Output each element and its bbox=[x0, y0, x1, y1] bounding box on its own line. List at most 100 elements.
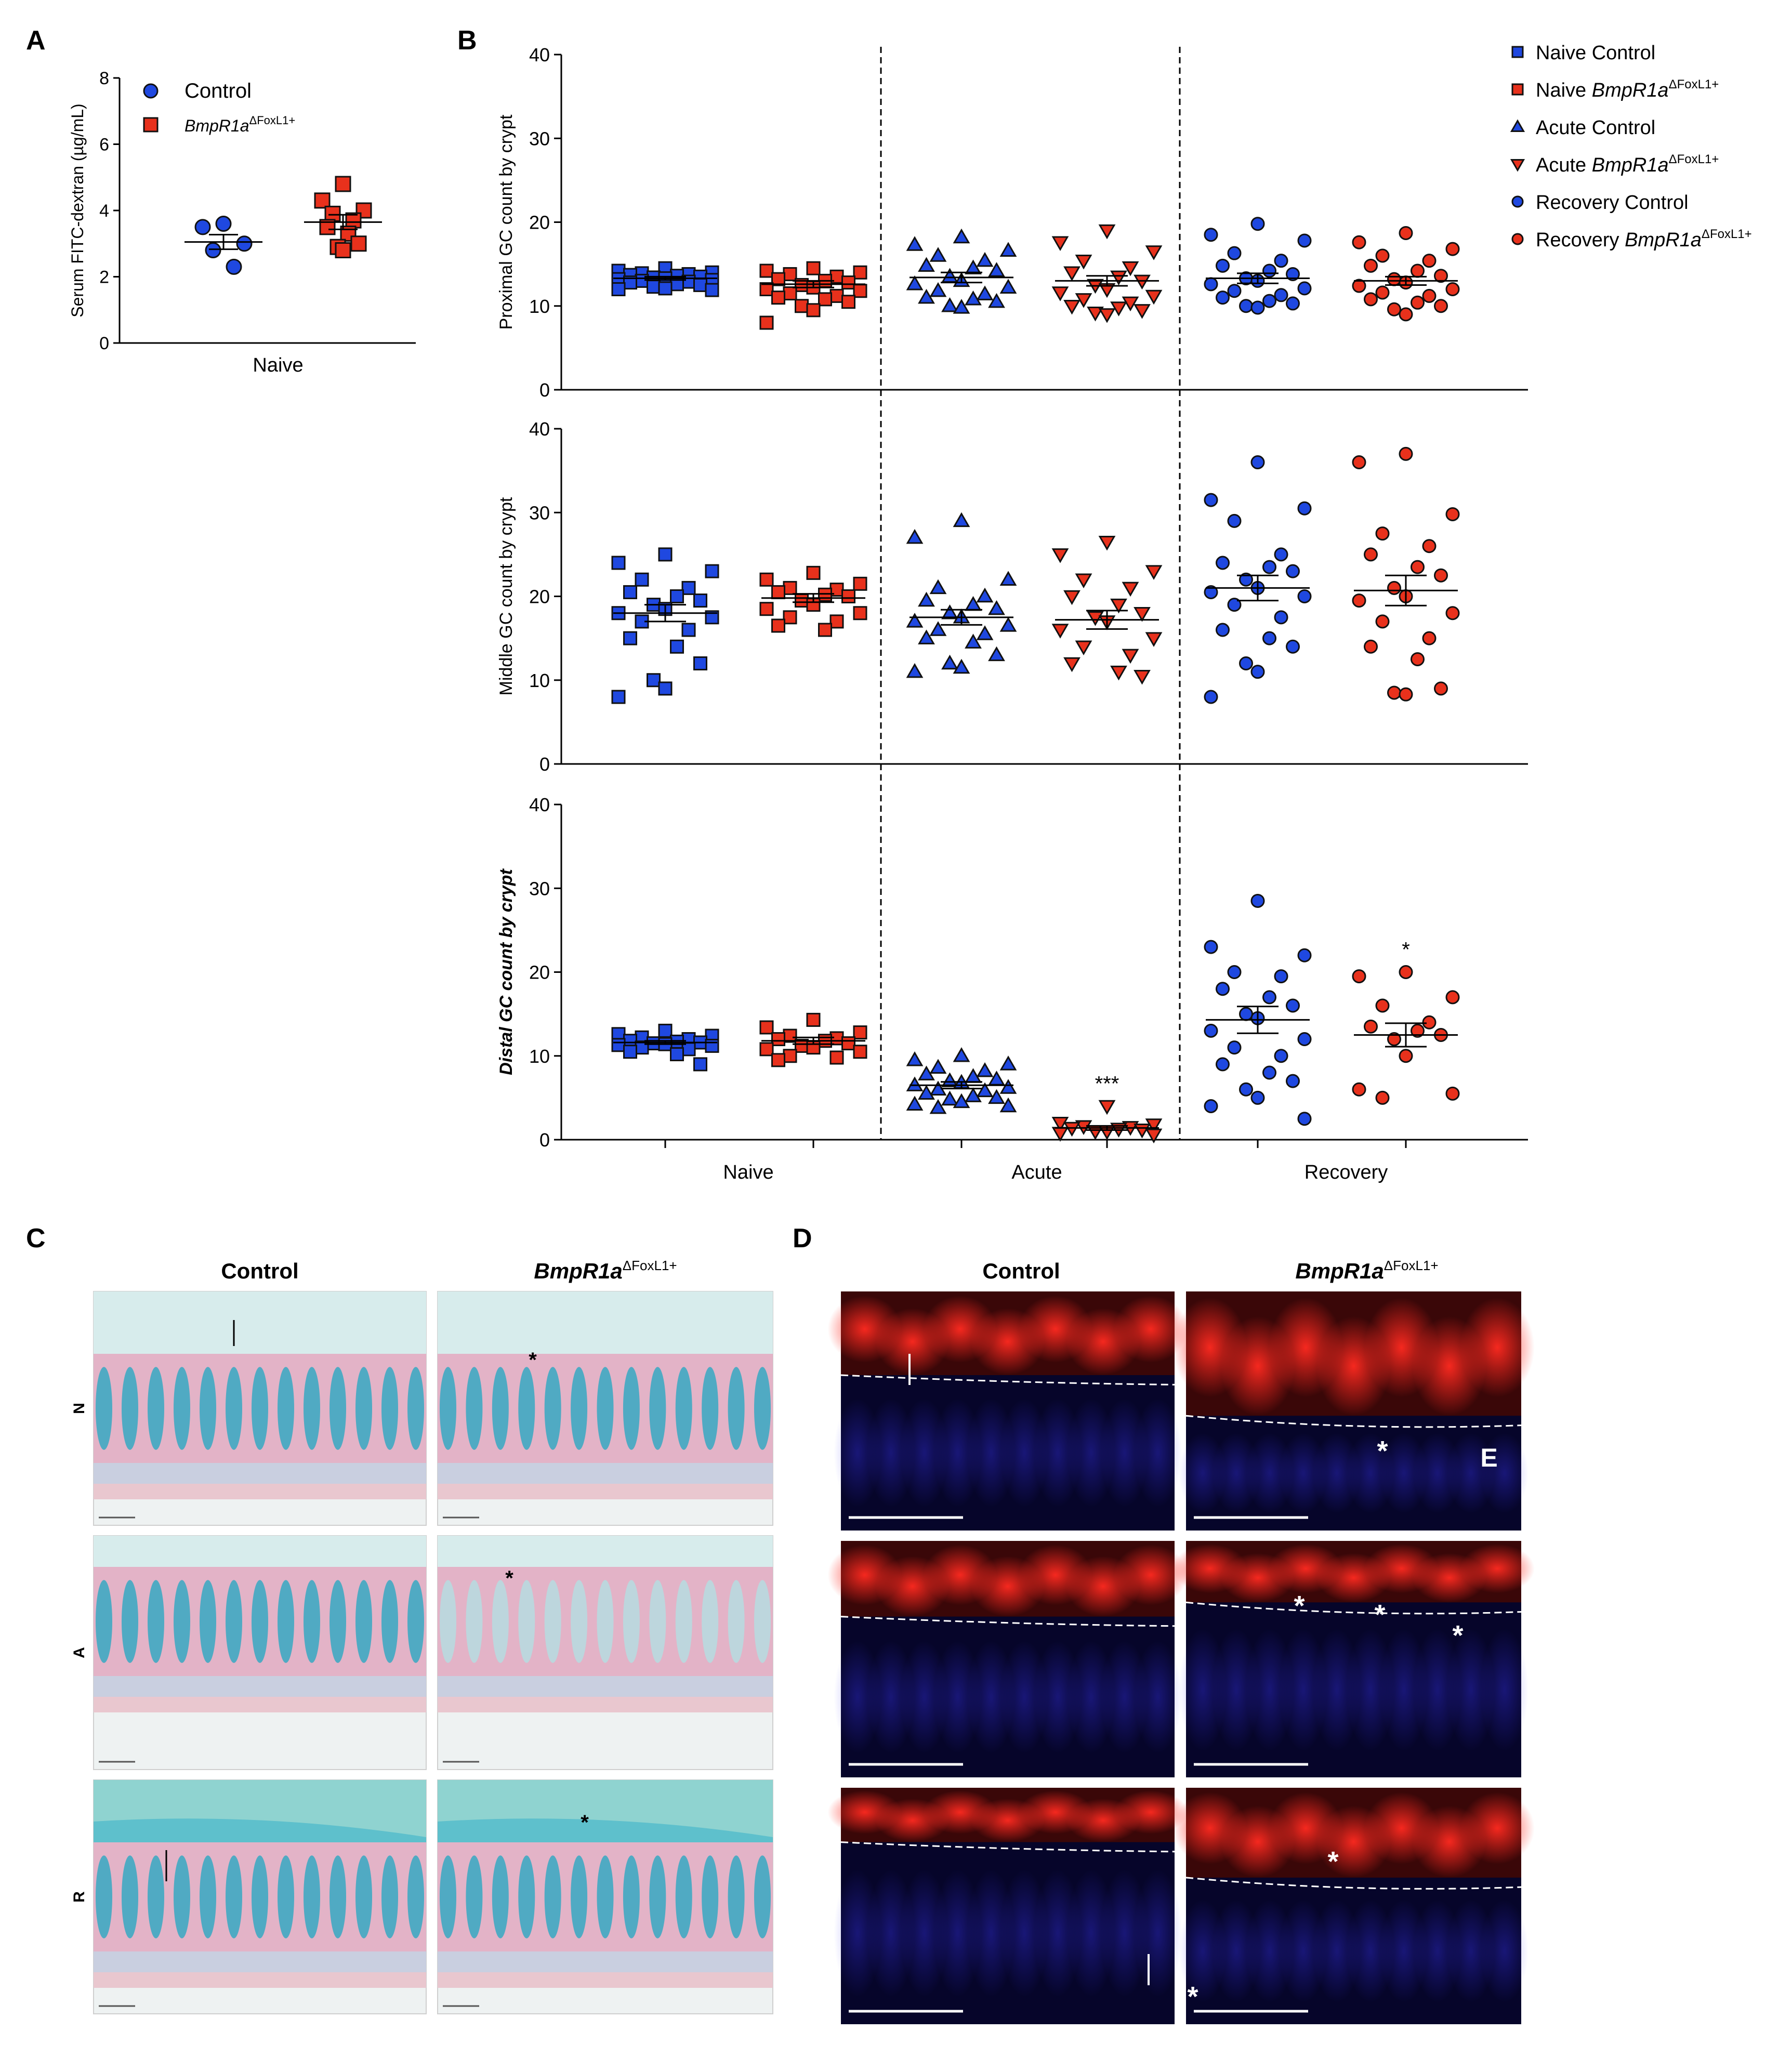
chart-b-point bbox=[999, 1056, 1017, 1071]
chart-b-point bbox=[759, 282, 774, 296]
panel-c-histology: Control BmpR1aΔFoxL1+ N * A * R * bbox=[71, 1258, 773, 2014]
chart-a-point bbox=[314, 192, 331, 209]
chart-b-point bbox=[1445, 1086, 1460, 1101]
chart-b-point bbox=[941, 268, 958, 283]
panel-c-col-control: Control bbox=[221, 1259, 298, 1283]
chart-b-point bbox=[1352, 593, 1366, 608]
chart-b-point bbox=[818, 292, 832, 307]
chart-b-ytick-label: 20 bbox=[529, 586, 550, 608]
chart-b-point bbox=[941, 1090, 958, 1106]
chart-b-group-label: Acute bbox=[1011, 1162, 1062, 1183]
chart-b-point bbox=[976, 1062, 994, 1077]
panel-c-col-mutant: BmpR1aΔFoxL1+ bbox=[534, 1258, 677, 1283]
chart-b-point bbox=[1262, 631, 1276, 645]
chart-b-point bbox=[1051, 286, 1069, 301]
chart-b-point bbox=[1274, 254, 1288, 268]
chart-b-point bbox=[841, 295, 855, 309]
chart-b-point bbox=[783, 1049, 797, 1063]
chart-b-ytick-label: 10 bbox=[529, 1046, 550, 1067]
chart-b-point bbox=[1134, 304, 1151, 319]
panel-d-image: * * * bbox=[1172, 1541, 1535, 1777]
chart-b-ytick-label: 0 bbox=[539, 1129, 550, 1151]
chart-b-point bbox=[829, 288, 844, 303]
chart-b-point bbox=[999, 571, 1017, 586]
chart-b-point bbox=[818, 587, 832, 602]
chart-b-point bbox=[783, 610, 797, 625]
panel-label-c: C bbox=[26, 1223, 46, 1254]
chart-b-point bbox=[1286, 998, 1300, 1013]
chart-b-point bbox=[918, 288, 935, 304]
chart-b-point bbox=[929, 1059, 947, 1074]
chart-b-point bbox=[1250, 665, 1265, 679]
chart-b-point bbox=[1297, 281, 1312, 296]
chart-a-point bbox=[335, 176, 351, 192]
chart-b-point bbox=[693, 278, 707, 292]
chart-b-point bbox=[1250, 217, 1265, 231]
chart-a-point bbox=[205, 242, 221, 258]
chart-b-point bbox=[623, 631, 637, 645]
chart-b-significance: * bbox=[1402, 939, 1410, 961]
chart-b-point bbox=[1262, 263, 1276, 278]
chart-b-point bbox=[1364, 292, 1378, 307]
chart-b-legend-label: Naive BmpR1aΔFoxL1+ bbox=[1536, 77, 1719, 101]
chart-b-point bbox=[1122, 296, 1139, 312]
chart-b-point bbox=[906, 1051, 924, 1066]
chart-b-point bbox=[1063, 300, 1081, 315]
chart-b-point bbox=[1422, 539, 1437, 553]
chart-b-point bbox=[1122, 261, 1139, 276]
chart-b-point bbox=[999, 242, 1017, 257]
chart-b-point bbox=[853, 576, 867, 591]
chart-b-point bbox=[999, 1079, 1017, 1094]
chart-b-ytick-label: 30 bbox=[529, 878, 550, 899]
chart-b-point bbox=[1387, 581, 1401, 595]
chart-b-point bbox=[1216, 291, 1230, 305]
chart-b-point bbox=[705, 283, 719, 297]
panel-c-row-label: N bbox=[71, 1403, 88, 1414]
chart-a-legend-marker bbox=[143, 117, 159, 133]
chart-b-point bbox=[1227, 965, 1242, 979]
chart-b-point bbox=[795, 299, 809, 313]
chart-b-point bbox=[1375, 1090, 1390, 1105]
chart-b-point bbox=[1422, 1015, 1437, 1030]
chart-b-point bbox=[806, 303, 821, 318]
chart-b-point bbox=[988, 262, 1005, 277]
chart-b-point bbox=[1387, 302, 1401, 316]
chart-a-point bbox=[350, 235, 367, 252]
chart-b-point bbox=[1352, 235, 1366, 249]
chart-b-legend-label: Recovery BmpR1aΔFoxL1+ bbox=[1536, 227, 1752, 251]
chart-b-point bbox=[1250, 893, 1265, 908]
chart-b-point bbox=[1445, 282, 1460, 296]
chart-b-point bbox=[759, 602, 774, 616]
chart-b-point bbox=[1216, 1057, 1230, 1072]
chart-b-point bbox=[1387, 272, 1401, 286]
panel-c-image bbox=[93, 1535, 427, 1770]
chart-b-point bbox=[1297, 948, 1312, 962]
chart-b-point bbox=[953, 658, 970, 674]
chart-b-point bbox=[1387, 685, 1401, 700]
chart-b-point bbox=[1134, 274, 1151, 290]
chart-b-point bbox=[1239, 656, 1253, 670]
chart-b-point bbox=[1262, 1065, 1276, 1080]
chart-b-point bbox=[999, 279, 1017, 294]
chart-b-point bbox=[1434, 681, 1448, 696]
chart-b-point bbox=[681, 1042, 696, 1057]
chart-a-xlabel: Naive bbox=[253, 354, 303, 376]
chart-b-point bbox=[906, 529, 924, 544]
chart-b-point bbox=[1250, 455, 1265, 469]
chart-b-point bbox=[853, 1025, 867, 1040]
chart-a-point bbox=[345, 212, 362, 229]
chart-b-point bbox=[611, 282, 626, 296]
chart-b-ytick-label: 30 bbox=[529, 128, 550, 149]
chart-a-legend-label: Control bbox=[185, 80, 252, 102]
chart-b-point bbox=[976, 587, 994, 603]
chart-b-point bbox=[1375, 998, 1390, 1013]
chart-b-point bbox=[1098, 1100, 1116, 1115]
chart-a-point bbox=[335, 242, 351, 258]
chart-b-point bbox=[1145, 565, 1163, 580]
chart-b-point bbox=[1087, 306, 1104, 322]
panel-d-asterisk: * bbox=[1327, 1846, 1338, 1877]
chart-b-point bbox=[1445, 507, 1460, 521]
chart-b-point bbox=[771, 1053, 785, 1067]
chart-b-significance: *** bbox=[1095, 1073, 1119, 1096]
chart-b-point bbox=[611, 690, 626, 704]
